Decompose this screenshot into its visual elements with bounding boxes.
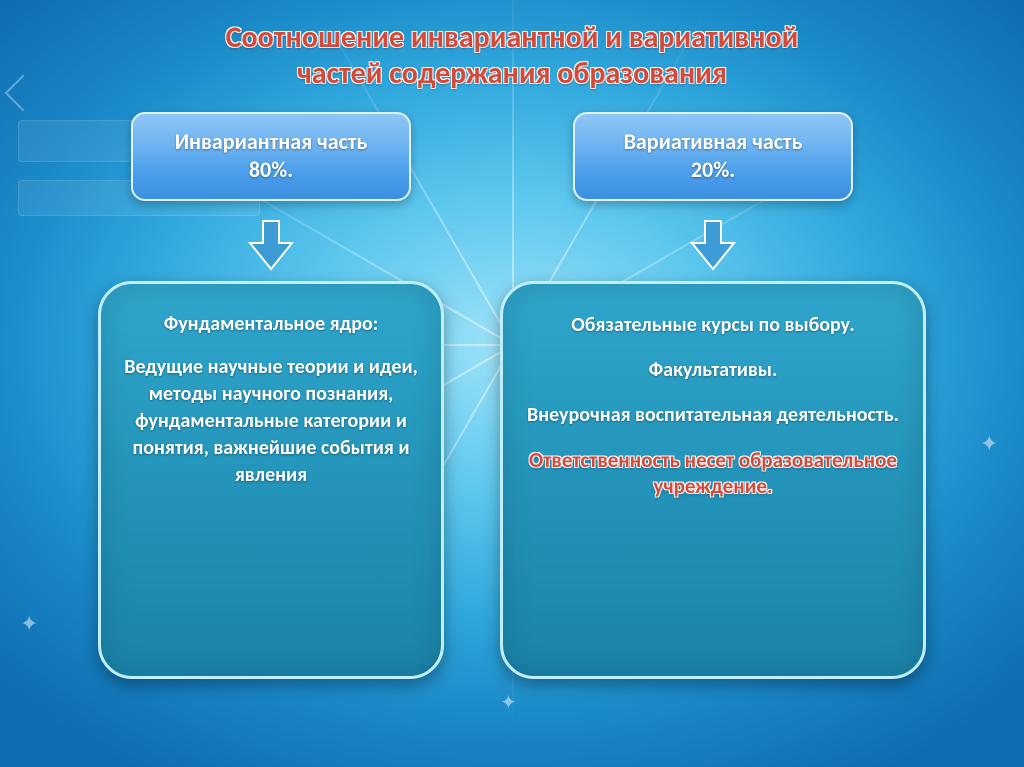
right-detail-item: Факультативы. [523, 357, 903, 384]
left-header-line1: Инвариантная часть [151, 128, 391, 156]
columns-container: Инвариантная часть 80%. Фундаментальное … [0, 112, 1024, 679]
down-arrow-icon [248, 219, 294, 271]
right-header-line1: Вариативная часть [593, 128, 833, 156]
right-detail-item: Внеурочная воспитательная деятельность. [523, 402, 903, 429]
left-header-box: Инвариантная часть 80%. [131, 112, 411, 201]
down-arrow-icon [690, 219, 736, 271]
sparkle-icon: ✦ [500, 690, 517, 715]
left-detail-box: Фундаментальное ядро: Ведущие научные те… [98, 281, 444, 679]
slide-title: Соотношение инвариантной и вариативной ч… [0, 0, 1024, 92]
title-line1: Соотношение инвариантной и вариативной [0, 20, 1024, 56]
left-detail-heading: Фундаментальное ядро: [121, 312, 421, 336]
right-detail-box: Обязательные курсы по выбору. Факультатив… [500, 281, 926, 679]
left-detail-body: Ведущие научные теории и идеи, методы на… [121, 354, 421, 489]
title-line2: частей содержания образования [0, 56, 1024, 92]
right-detail-items: Обязательные курсы по выбору. Факультатив… [523, 312, 903, 429]
right-detail-note: Ответственность несет образовательное уч… [523, 447, 903, 499]
left-column: Инвариантная часть 80%. Фундаментальное … [98, 112, 444, 679]
left-header-line2: 80%. [151, 156, 391, 184]
right-column: Вариативная часть 20%. Обязательные курс… [500, 112, 926, 679]
right-header-line2: 20%. [593, 156, 833, 184]
right-detail-item: Обязательные курсы по выбору. [523, 312, 903, 339]
right-header-box: Вариативная часть 20%. [573, 112, 853, 201]
